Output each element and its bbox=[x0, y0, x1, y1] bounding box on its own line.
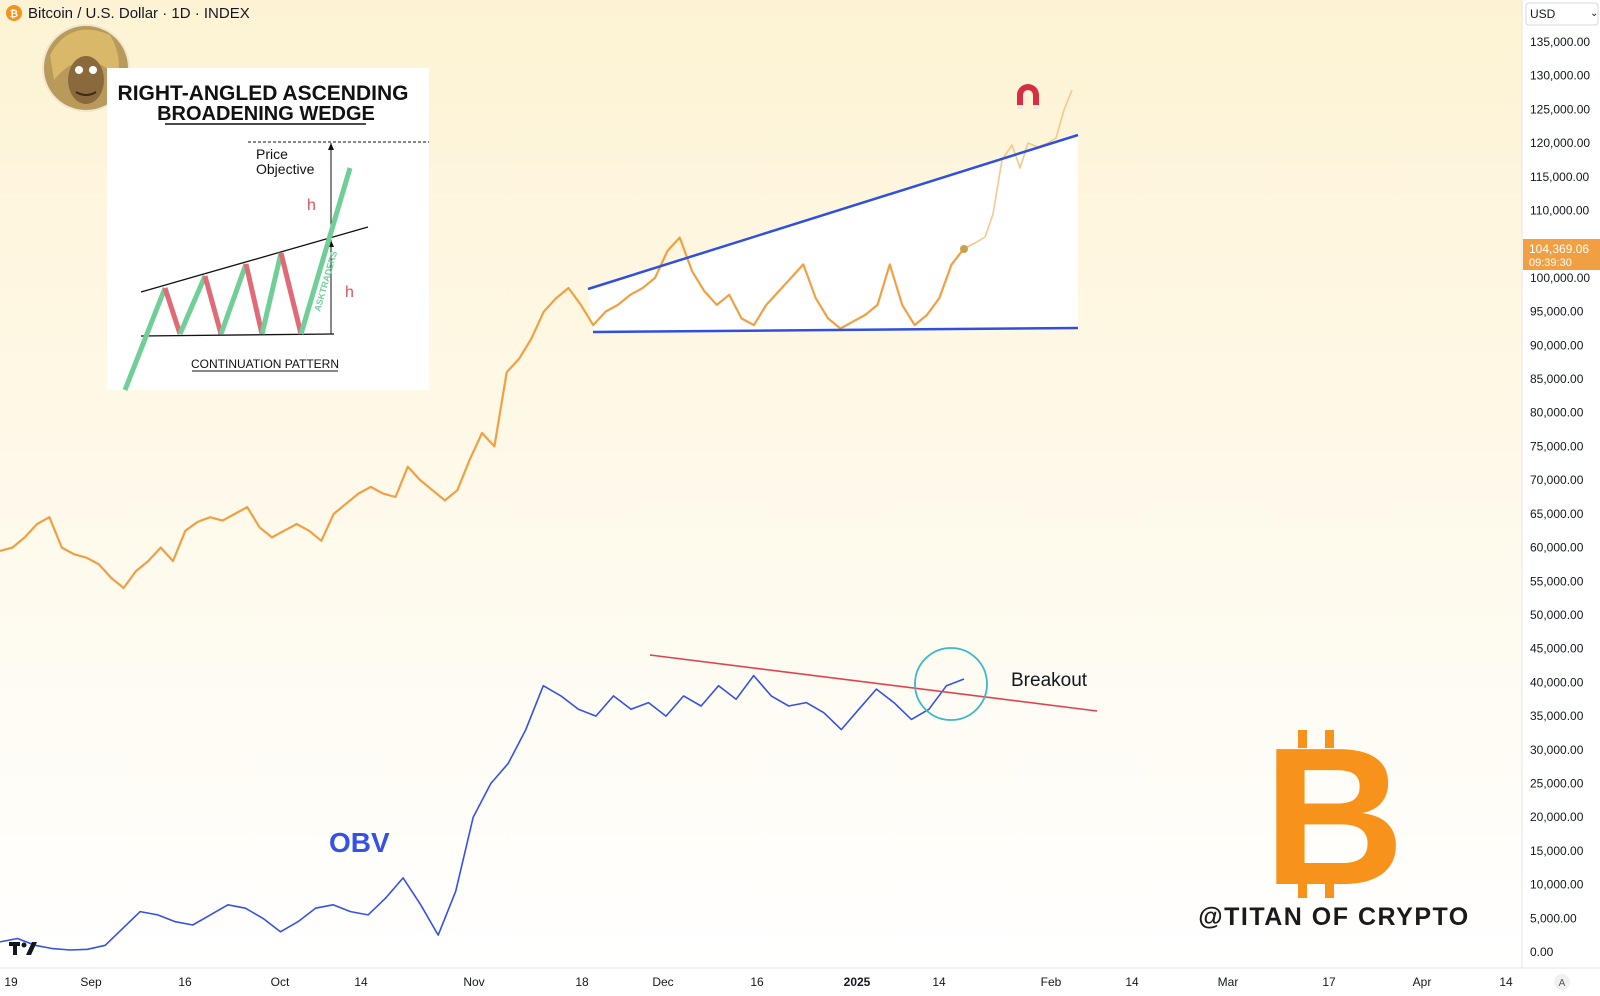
obv-label: OBV bbox=[329, 827, 390, 858]
inset-caption: CONTINUATION PATTERN bbox=[191, 357, 339, 371]
time-axis-tick-label: Oct bbox=[271, 975, 290, 989]
price-axis-tick-label: 130,000.00 bbox=[1530, 69, 1590, 83]
time-axis-tick-label: 19 bbox=[4, 975, 18, 989]
price-axis-tick-label: 5,000.00 bbox=[1530, 911, 1577, 925]
inset-green-legs bbox=[122, 287, 168, 391]
symbol-title: Bitcoin / U.S. Dollar · 1D · INDEX bbox=[28, 5, 250, 22]
price-axis-tick-label: 50,000.00 bbox=[1530, 608, 1584, 622]
inset-breakout-leg bbox=[298, 167, 353, 335]
price-axis-tick-label: 125,000.00 bbox=[1530, 102, 1590, 116]
price-axis-tick-label: 85,000.00 bbox=[1530, 372, 1584, 386]
inset-h-top: h bbox=[307, 197, 316, 214]
time-axis-tick-label: 14 bbox=[932, 975, 946, 989]
obv-series-line bbox=[0, 674, 965, 951]
time-axis-pane[interactable] bbox=[0, 968, 1522, 991]
time-axis-tick-label: 14 bbox=[1499, 975, 1513, 989]
currency-selector[interactable]: USD ⌄ bbox=[1525, 2, 1599, 26]
svg-text:₿: ₿ bbox=[10, 8, 18, 20]
inset-lower-line bbox=[140, 333, 335, 337]
price-series-line bbox=[0, 236, 965, 590]
inset-red-leg-3 bbox=[243, 263, 265, 335]
price-axis-tick-label: 40,000.00 bbox=[1530, 675, 1584, 689]
breakout-circle bbox=[914, 647, 988, 721]
wedge-fill bbox=[588, 135, 1078, 332]
price-axis-tick-label: 35,000.00 bbox=[1530, 709, 1584, 723]
price-axis-tick-label: 65,000.00 bbox=[1530, 507, 1584, 521]
time-axis-tick-label: 14 bbox=[1125, 975, 1139, 989]
time-axis-tick-label: 17 bbox=[1322, 975, 1336, 989]
bitcoin-logo-glyph: B bbox=[1263, 707, 1405, 926]
price-countdown: 09:39:30 bbox=[1529, 257, 1572, 269]
breakout-label: Breakout bbox=[1011, 670, 1088, 691]
price-axis-tick-label: 110,000.00 bbox=[1530, 204, 1589, 218]
currency-label: USD bbox=[1530, 7, 1556, 21]
inset-title-line2: BROADENING WEDGE bbox=[157, 103, 375, 125]
time-axis-tick-label: Nov bbox=[463, 975, 484, 989]
inset-green-leg-4 bbox=[259, 252, 284, 335]
svg-text:A: A bbox=[1559, 978, 1566, 989]
last-price-dot bbox=[960, 245, 968, 253]
price-axis-tick-label: 15,000.00 bbox=[1530, 844, 1584, 858]
price-axis-tick-label: 120,000.00 bbox=[1530, 136, 1590, 150]
inset-red-leg-1 bbox=[162, 287, 183, 335]
time-axis-tick-label: Apr bbox=[1413, 975, 1432, 989]
inset-red-leg-2 bbox=[202, 275, 224, 335]
symbol-header[interactable]: ₿ Bitcoin / U.S. Dollar · 1D · INDEX bbox=[6, 5, 250, 22]
price-axis-tick-label: 115,000.00 bbox=[1530, 170, 1589, 184]
current-price-value: 104,369.06 bbox=[1529, 242, 1589, 256]
wedge-upper-trendline bbox=[587, 133, 1079, 291]
time-axis-tick-label: Dec bbox=[652, 975, 673, 989]
price-axis-tick-label: 25,000.00 bbox=[1530, 776, 1584, 790]
price-axis-tick-label: 60,000.00 bbox=[1530, 541, 1584, 555]
price-axis-tick-label: 75,000.00 bbox=[1530, 439, 1584, 453]
price-axis-tick-label: 0.00 bbox=[1530, 945, 1554, 959]
time-axis-tick-label: 14 bbox=[354, 975, 368, 989]
wedge-lower-trendline bbox=[592, 326, 1079, 334]
inset-green-leg-2 bbox=[177, 275, 208, 335]
inset-red-leg-4 bbox=[278, 252, 304, 335]
bitcoin-logo-icon: B bbox=[1263, 707, 1405, 926]
time-axis-tick-label: Sep bbox=[80, 975, 102, 989]
time-axis-ticks: 19 Sep 16 Oct 14 Nov 18 Dec 16 2025 14 Feb 14 Mar 17 Ap… bbox=[4, 975, 1513, 989]
time-axis-tick-label: 16 bbox=[750, 975, 764, 989]
price-axis-tick-label: 45,000.00 bbox=[1530, 642, 1584, 656]
time-axis-tick-label: Mar bbox=[1218, 975, 1239, 989]
magnet-icon[interactable] bbox=[1017, 84, 1039, 109]
signature: @TITAN OF CRYPTO bbox=[1198, 903, 1470, 931]
price-axis-tick-label: 30,000.00 bbox=[1530, 743, 1584, 757]
time-axis-tick-label: Feb bbox=[1041, 975, 1062, 989]
price-axis-tick-label: 80,000.00 bbox=[1530, 406, 1584, 420]
current-price-tag: 104,369.06 09:39:30 bbox=[1523, 239, 1600, 270]
projected-price-path bbox=[962, 89, 1073, 250]
inset-pattern-card: RIGHT-ANGLED ASCENDING BROADENING WEDGE … bbox=[107, 68, 429, 391]
tradingview-logo-icon[interactable] bbox=[9, 942, 37, 955]
price-axis-pane[interactable] bbox=[1522, 0, 1600, 991]
bitcoin-symbol-icon bbox=[6, 5, 22, 21]
inset-title-line1: RIGHT-ANGLED ASCENDING bbox=[118, 82, 409, 105]
price-axis-tick-label: 55,000.00 bbox=[1530, 574, 1584, 588]
price-axis-tick-label: 135,000.00 bbox=[1530, 35, 1590, 49]
time-axis-tick-label: 2025 bbox=[844, 975, 871, 989]
price-axis-tick-label: 70,000.00 bbox=[1530, 473, 1584, 487]
inset-green-leg-3 bbox=[218, 263, 249, 335]
chevron-down-icon: ⌄ bbox=[1590, 8, 1598, 19]
price-axis-tick-label: 100,000.00 bbox=[1530, 271, 1590, 285]
inset-price-objective-line1: Price bbox=[256, 146, 288, 162]
time-axis-tick-label: 16 bbox=[178, 975, 192, 989]
price-axis-tick-label: 90,000.00 bbox=[1530, 338, 1584, 352]
inset-price-objective-line2: Objective bbox=[256, 161, 315, 177]
inset-h-bottom: h bbox=[345, 284, 354, 301]
price-axis-ticks: 135,000.00 130,000.00 125,000.00 120,000.00… bbox=[1530, 35, 1590, 959]
price-axis-tick-label: 10,000.00 bbox=[1530, 878, 1584, 892]
obv-trendline bbox=[649, 654, 1098, 712]
price-axis-tick-label: 95,000.00 bbox=[1530, 305, 1584, 319]
auto-scale-button[interactable]: A bbox=[1554, 974, 1570, 990]
price-axis-tick-label: 20,000.00 bbox=[1530, 810, 1584, 824]
time-axis-tick-label: 18 bbox=[575, 975, 589, 989]
